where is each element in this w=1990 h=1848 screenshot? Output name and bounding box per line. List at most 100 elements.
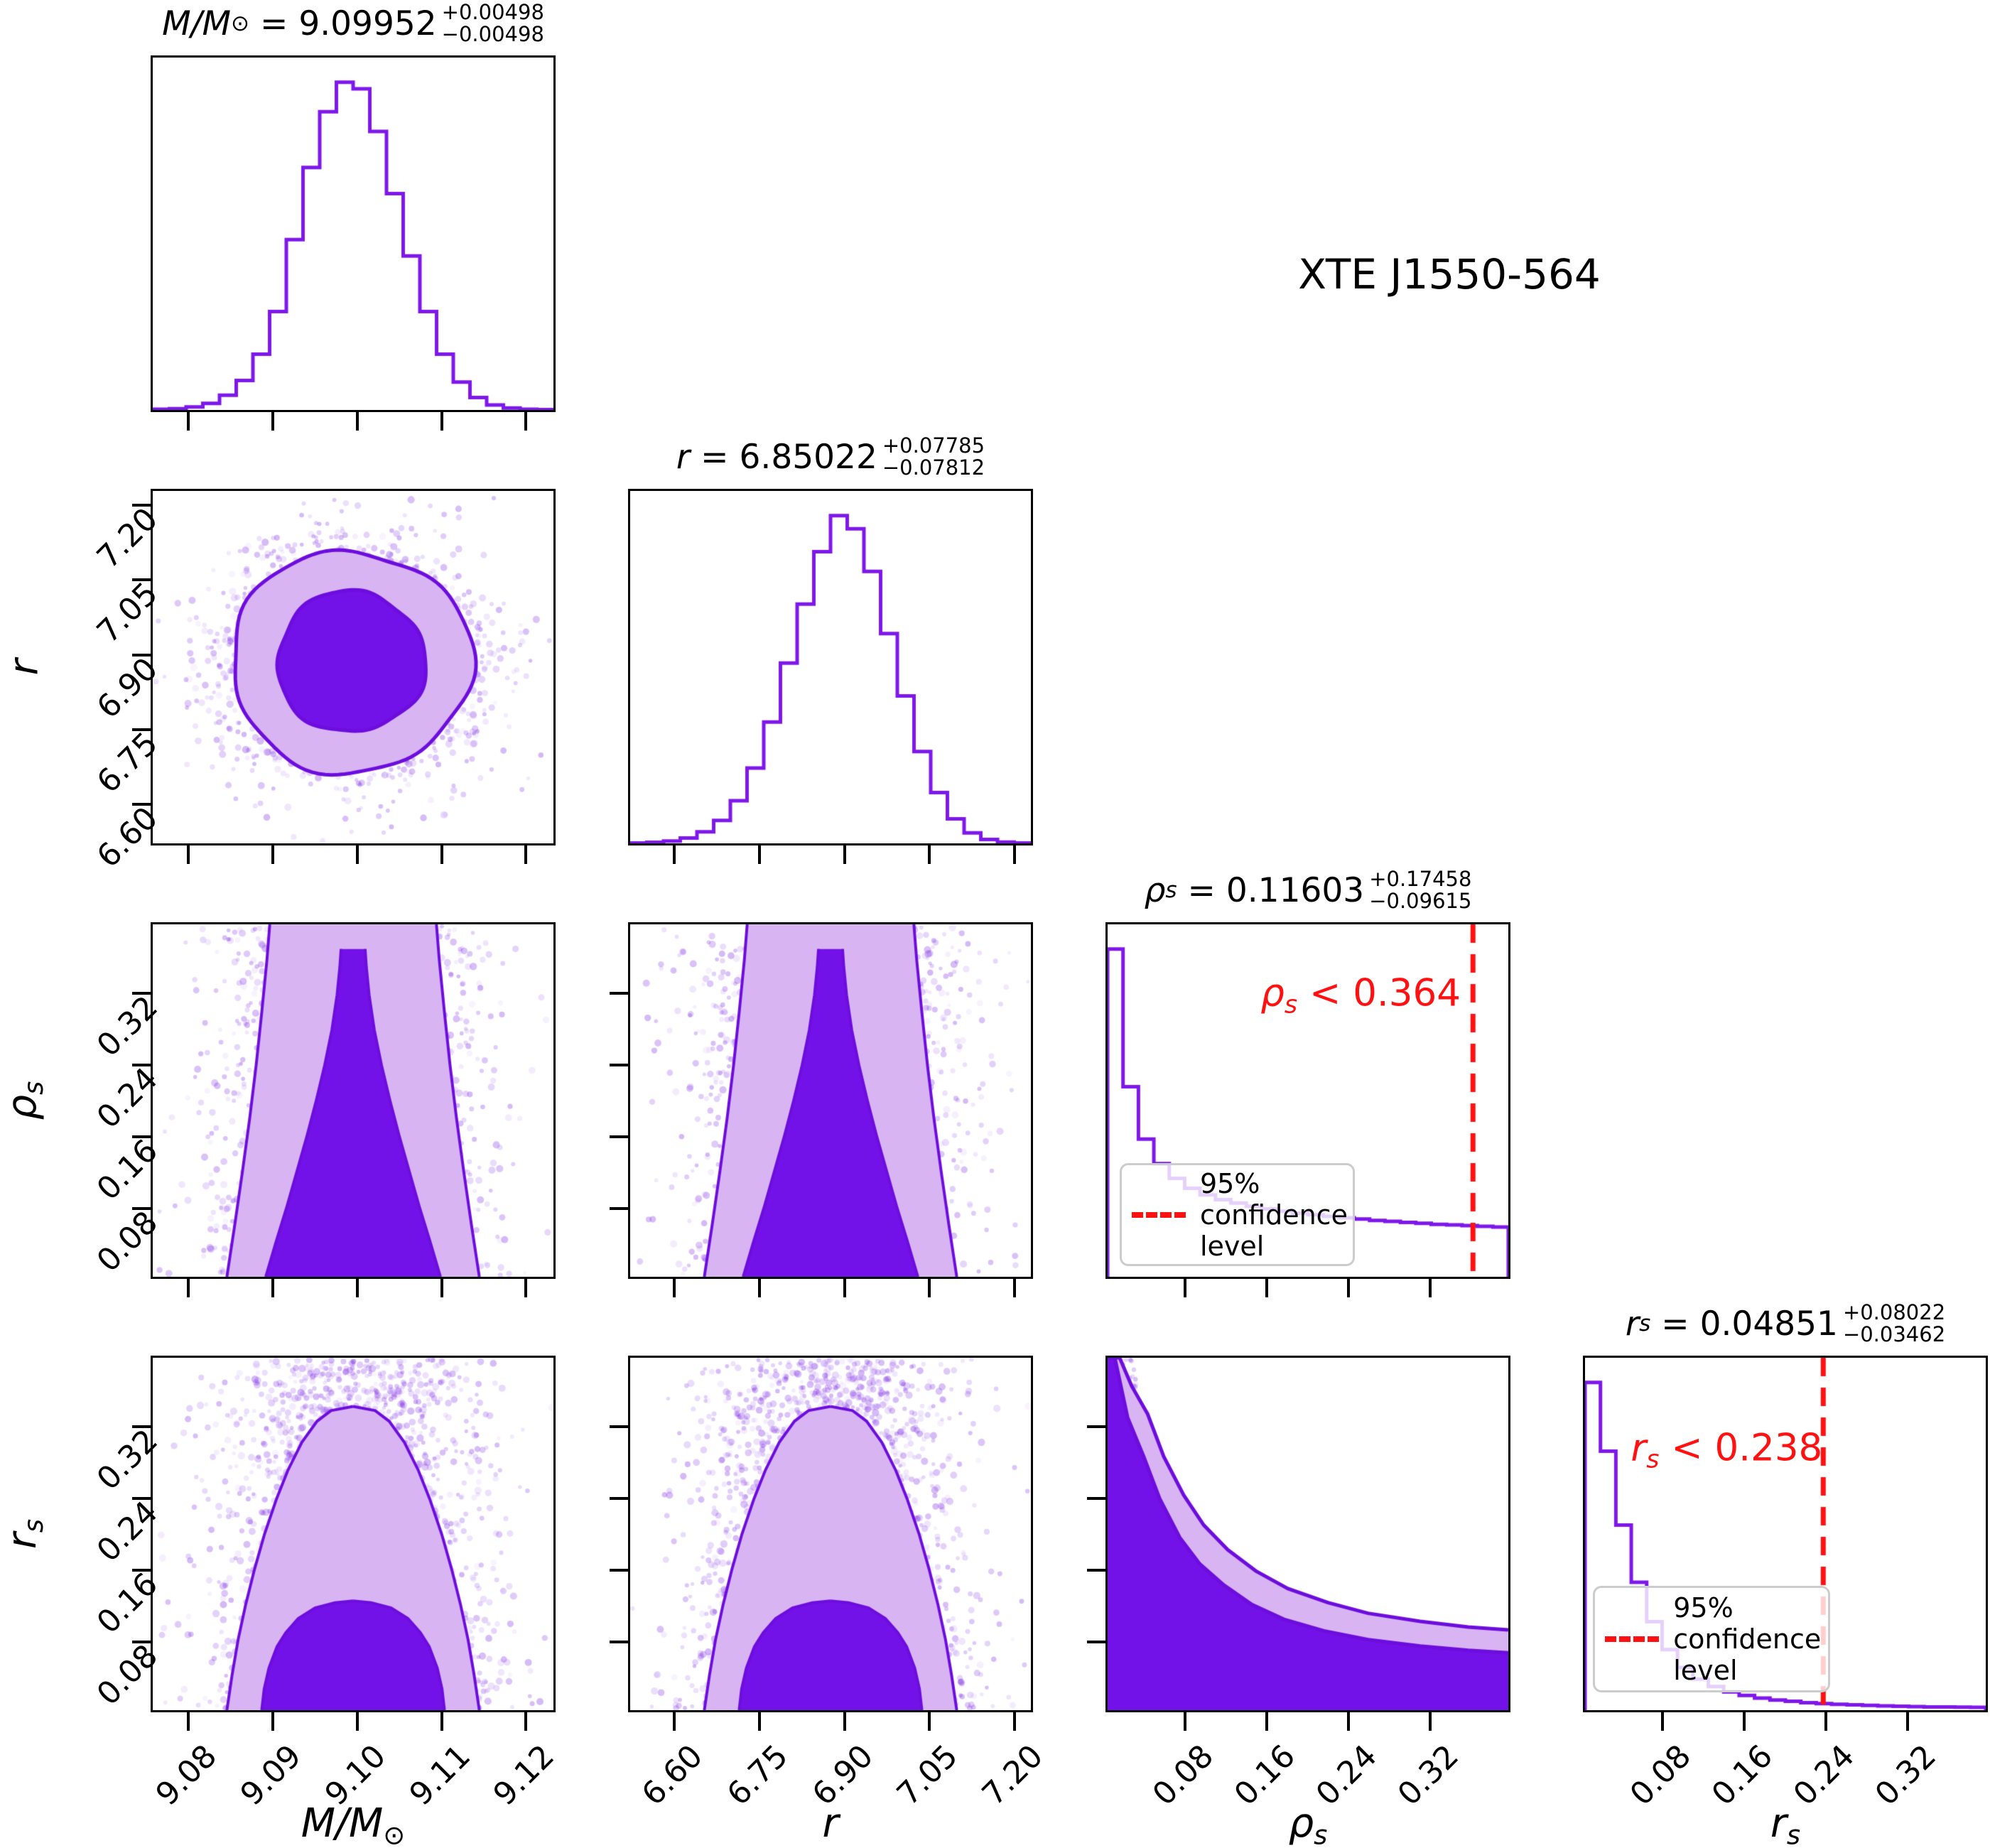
x-tick <box>843 1712 846 1731</box>
x-tick <box>271 845 275 864</box>
estimate-value: 0.04851 <box>1699 1304 1838 1344</box>
error-value: +0.08022 <box>1842 1299 1946 1324</box>
y-tick <box>610 1569 628 1572</box>
y-tick <box>132 1497 151 1501</box>
math-text: ⊙ <box>383 1820 406 1848</box>
y-tick <box>132 1064 151 1067</box>
figure-title: XTE J1550-564 <box>1298 250 1601 298</box>
math-text: r <box>1770 1800 1787 1847</box>
legend-box-r_s: 95% confidence level <box>1593 1585 1830 1693</box>
confidence-annotation-rho_s: ρs < 0.364 <box>1260 972 1461 1020</box>
estimate-errors: +0.17458 −0.09615 <box>1369 868 1471 913</box>
x-tick <box>524 412 528 431</box>
math-text: r <box>1625 1304 1640 1344</box>
scatter-panel-r-vs-M <box>151 489 556 845</box>
x-tick <box>355 1712 359 1731</box>
y-axis-label-r_s: rs <box>0 1519 49 1549</box>
math-text: r <box>822 1800 839 1847</box>
y-tick <box>132 728 151 732</box>
scatter-panel-r_s-vs-rho_s-canvas <box>1108 1358 1508 1710</box>
panel-title-r: r = 6.85022 +0.07785 −0.07812 <box>578 432 1083 482</box>
error-value: +0.17458 <box>1369 866 1472 891</box>
math-text: M <box>162 4 191 43</box>
scatter-panel-rho_s-vs-r-canvas <box>630 924 1031 1277</box>
x-tick <box>1905 1712 1909 1731</box>
scatter-panel-r_s-vs-rho_s <box>1105 1356 1510 1712</box>
x-tick <box>271 412 275 431</box>
x-axis-label-M: M/M⊙ <box>301 1800 406 1848</box>
math-text: < 0.238 <box>1659 1426 1823 1470</box>
panel-title-M: M / M ⊙ = 9.09952 +0.00498 −0.00498 <box>101 0 605 48</box>
hist-panel-M-canvas <box>153 58 553 410</box>
y-tick <box>132 1207 151 1211</box>
math-text: ⊙ <box>231 11 250 36</box>
x-tick <box>1824 1712 1827 1731</box>
y-tick <box>1087 1497 1105 1501</box>
equals: = <box>1650 1304 1700 1344</box>
x-tick <box>524 1712 528 1731</box>
math-text: ρ <box>0 1094 45 1120</box>
x-tick <box>843 1279 846 1297</box>
y-tick <box>610 1064 628 1067</box>
error-value: −0.00498 <box>441 22 544 46</box>
y-tick <box>610 1207 628 1211</box>
x-tick <box>355 845 359 864</box>
x-tick <box>187 412 190 431</box>
math-text: M <box>348 1800 384 1847</box>
x-tick <box>757 845 761 864</box>
x-tick <box>928 845 931 864</box>
x-tick <box>928 1279 931 1297</box>
x-tick <box>524 845 528 864</box>
y-tick <box>1087 1425 1105 1428</box>
x-tick <box>187 845 190 864</box>
math-text: r <box>676 437 691 477</box>
x-tick <box>440 845 443 864</box>
y-tick <box>132 504 151 507</box>
x-tick <box>355 1279 359 1297</box>
error-value: −0.09615 <box>1369 889 1472 913</box>
estimate-errors: +0.07785 −0.07812 <box>882 434 985 480</box>
math-text: s <box>1786 1820 1801 1848</box>
x-tick <box>271 1279 275 1297</box>
legend-box-rho_s: 95% confidence level <box>1119 1162 1355 1267</box>
math-text: r <box>0 1533 45 1550</box>
estimate-errors: +0.08022 −0.03462 <box>1842 1299 1946 1346</box>
scatter-panel-rho_s-vs-M-canvas <box>153 924 553 1277</box>
x-tick <box>1346 1279 1350 1297</box>
x-tick <box>440 1712 443 1731</box>
scatter-panel-rho_s-vs-M <box>151 922 556 1279</box>
estimate-errors: +0.00498 −0.00498 <box>442 1 544 46</box>
math-text: s <box>1314 1820 1328 1848</box>
x-tick <box>928 1712 931 1731</box>
scatter-panel-r_s-vs-M-canvas <box>153 1358 553 1710</box>
x-tick <box>843 845 846 864</box>
error-value: −0.03462 <box>1842 1322 1946 1346</box>
equals: = <box>249 4 299 43</box>
y-tick <box>132 1641 151 1644</box>
legend-label: 95% confidence level <box>1199 1167 1348 1262</box>
math-text: s <box>1646 1445 1660 1474</box>
hist-panel-r-canvas <box>630 491 1031 843</box>
x-tick <box>673 1279 676 1297</box>
y-axis-label-rho_s: ρs <box>0 1081 49 1120</box>
y-tick <box>132 653 151 656</box>
x-axis-label-rho_s: ρs <box>1289 1800 1328 1848</box>
error-value: −0.07812 <box>882 455 985 480</box>
x-tick <box>440 412 443 431</box>
estimate-value: 6.85022 <box>739 437 877 477</box>
equals: = <box>690 437 740 477</box>
estimate-value: 9.09952 <box>298 4 437 43</box>
math-text: r <box>1 659 48 676</box>
scatter-panel-r_s-vs-M <box>151 1356 556 1712</box>
y-tick <box>610 1425 628 1428</box>
legend-dashed-line-sample <box>1605 1636 1660 1643</box>
math-text: ρ <box>1144 870 1166 910</box>
math-text: r <box>1631 1426 1647 1470</box>
estimate-value: 0.11603 <box>1226 870 1365 910</box>
y-tick <box>132 1425 151 1428</box>
hist-panel-M <box>151 55 556 412</box>
legend-dashed-line-sample <box>1131 1211 1186 1218</box>
